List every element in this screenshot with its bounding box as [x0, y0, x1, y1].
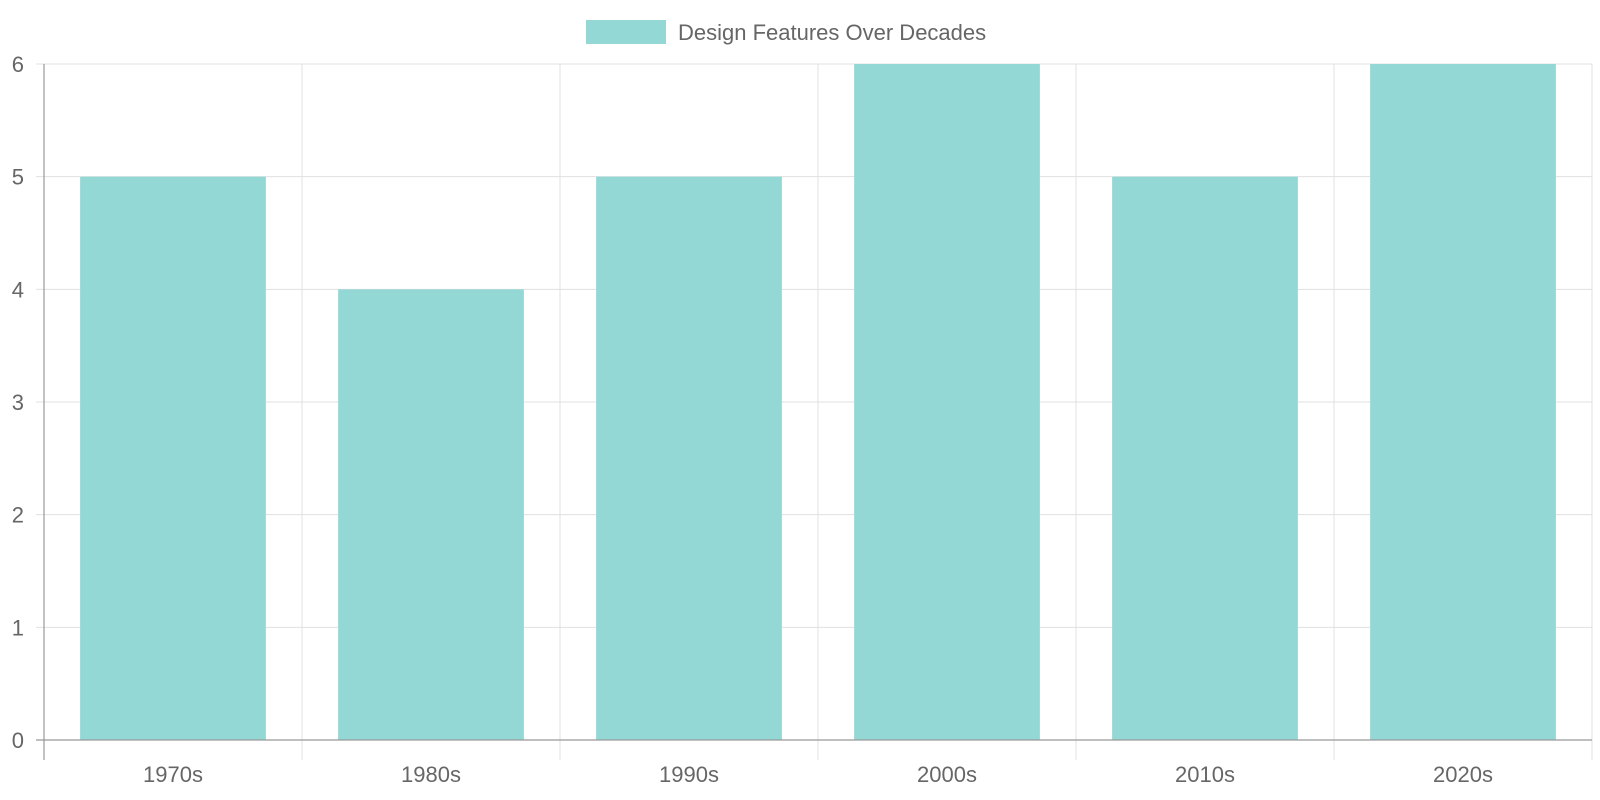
x-tick-label: 1990s [659, 762, 719, 787]
y-tick-label: 5 [12, 165, 24, 190]
bars [80, 64, 1556, 740]
chart-legend[interactable]: Design Features Over Decades [586, 20, 986, 45]
x-axis-tick-labels: 1970s 1980s 1990s 2000s 2010s 2020s [143, 762, 1493, 787]
bar-2000s[interactable] [854, 64, 1040, 740]
y-tick-label: 3 [12, 390, 24, 415]
axes [36, 64, 1592, 760]
bar-2010s[interactable] [1112, 176, 1298, 740]
legend-label: Design Features Over Decades [678, 20, 986, 45]
y-tick-label: 4 [12, 277, 24, 302]
y-tick-label: 1 [12, 615, 24, 640]
bar-1980s[interactable] [338, 289, 524, 740]
y-axis-tick-labels: 0 1 2 3 4 5 6 [12, 52, 24, 753]
legend-swatch [586, 20, 666, 44]
grid-lines [36, 63, 1593, 760]
x-tick-label: 2000s [917, 762, 977, 787]
y-tick-label: 2 [12, 503, 24, 528]
bar-2020s[interactable] [1370, 64, 1556, 740]
bar-1990s[interactable] [596, 176, 782, 740]
x-tick-label: 1970s [143, 762, 203, 787]
y-tick-label: 0 [12, 728, 24, 753]
bar-1970s[interactable] [80, 176, 266, 740]
x-tick-label: 2010s [1175, 762, 1235, 787]
x-tick-label: 2020s [1433, 762, 1493, 787]
y-tick-label: 6 [12, 52, 24, 77]
x-tick-label: 1980s [401, 762, 461, 787]
